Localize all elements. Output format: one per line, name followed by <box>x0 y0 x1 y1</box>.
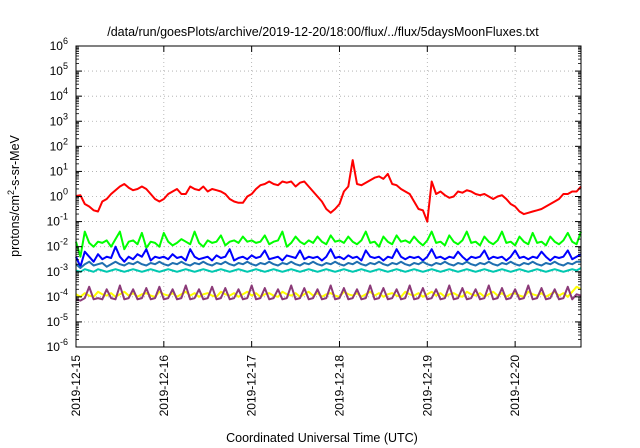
x-tick-label: 2019-12-17 <box>245 355 259 417</box>
y-tick-base: 10 <box>47 240 61 254</box>
y-tick-label: 10-5 <box>47 312 68 329</box>
x-tick-label: 2019-12-15 <box>69 355 83 417</box>
chart-title: /data/run/goesPlots/archive/2019-12-20/1… <box>107 25 539 39</box>
y-tick-base: 10 <box>50 164 64 178</box>
y-tick-label: 10-4 <box>47 287 68 304</box>
y-tick-exponent: 3 <box>63 111 68 121</box>
x-tick-label: 2019-12-16 <box>157 355 171 417</box>
series-line-1 <box>75 159 582 223</box>
x-tick-label: 2019-12-18 <box>332 355 346 417</box>
y-tick-exponent: -4 <box>60 287 68 297</box>
y-tick-exponent: 2 <box>63 136 68 146</box>
y-tick-exponent: 0 <box>63 187 68 197</box>
y-tick-label: 103 <box>50 111 68 128</box>
y-axis-title-exponent: 2 <box>6 190 16 195</box>
y-tick-exponent: -6 <box>60 337 68 347</box>
y-tick-label: 102 <box>50 136 68 153</box>
series-line-2 <box>75 230 582 258</box>
y-tick-label: 105 <box>50 61 68 78</box>
series-layer <box>75 159 582 302</box>
axis-ticks: 10610510410310210110010-110-210-310-410-… <box>47 36 581 416</box>
y-tick-label: 10-2 <box>47 237 68 254</box>
y-tick-exponent: -5 <box>60 312 68 322</box>
y-tick-base: 10 <box>50 89 64 103</box>
y-tick-base: 10 <box>47 315 61 329</box>
grid <box>76 46 581 347</box>
series-line-3 <box>75 245 582 268</box>
x-axis-title: Coordinated Universal Time (UTC) <box>226 431 418 445</box>
y-tick-label: 10-3 <box>47 262 68 279</box>
y-tick-exponent: 6 <box>63 36 68 46</box>
series-line-5 <box>75 267 582 273</box>
y-tick-base: 10 <box>47 265 61 279</box>
y-tick-label: 106 <box>50 36 68 53</box>
y-tick-base: 10 <box>50 114 64 128</box>
y-tick-exponent: 4 <box>63 86 68 96</box>
y-tick-base: 10 <box>50 190 64 204</box>
y-tick-base: 10 <box>47 215 61 229</box>
x-tick-label: 2019-12-20 <box>508 355 522 417</box>
y-tick-base: 10 <box>47 340 61 354</box>
y-tick-exponent: -3 <box>60 262 68 272</box>
y-tick-exponent: 1 <box>63 161 68 171</box>
series-line-7 <box>75 284 582 302</box>
y-tick-label: 100 <box>50 187 68 204</box>
x-tick-label: 2019-12-19 <box>420 355 434 417</box>
y-axis-title: protons/cm2-s-sr-MeV <box>6 134 22 256</box>
y-tick-exponent: -2 <box>60 237 68 247</box>
y-tick-label: 101 <box>50 161 68 178</box>
y-tick-exponent: 5 <box>63 61 68 71</box>
y-axis-title-tail: -s-sr-MeV <box>8 134 22 190</box>
y-tick-label: 10-6 <box>47 337 68 354</box>
y-tick-base: 10 <box>50 64 64 78</box>
y-tick-label: 10-1 <box>47 212 68 229</box>
y-tick-base: 10 <box>50 39 64 53</box>
y-tick-base: 10 <box>50 139 64 153</box>
series-line-4 <box>75 260 581 269</box>
y-tick-exponent: -1 <box>60 212 68 222</box>
y-tick-label: 104 <box>50 86 68 103</box>
y-axis-title-main: protons/cm <box>8 195 22 257</box>
y-tick-base: 10 <box>47 290 61 304</box>
